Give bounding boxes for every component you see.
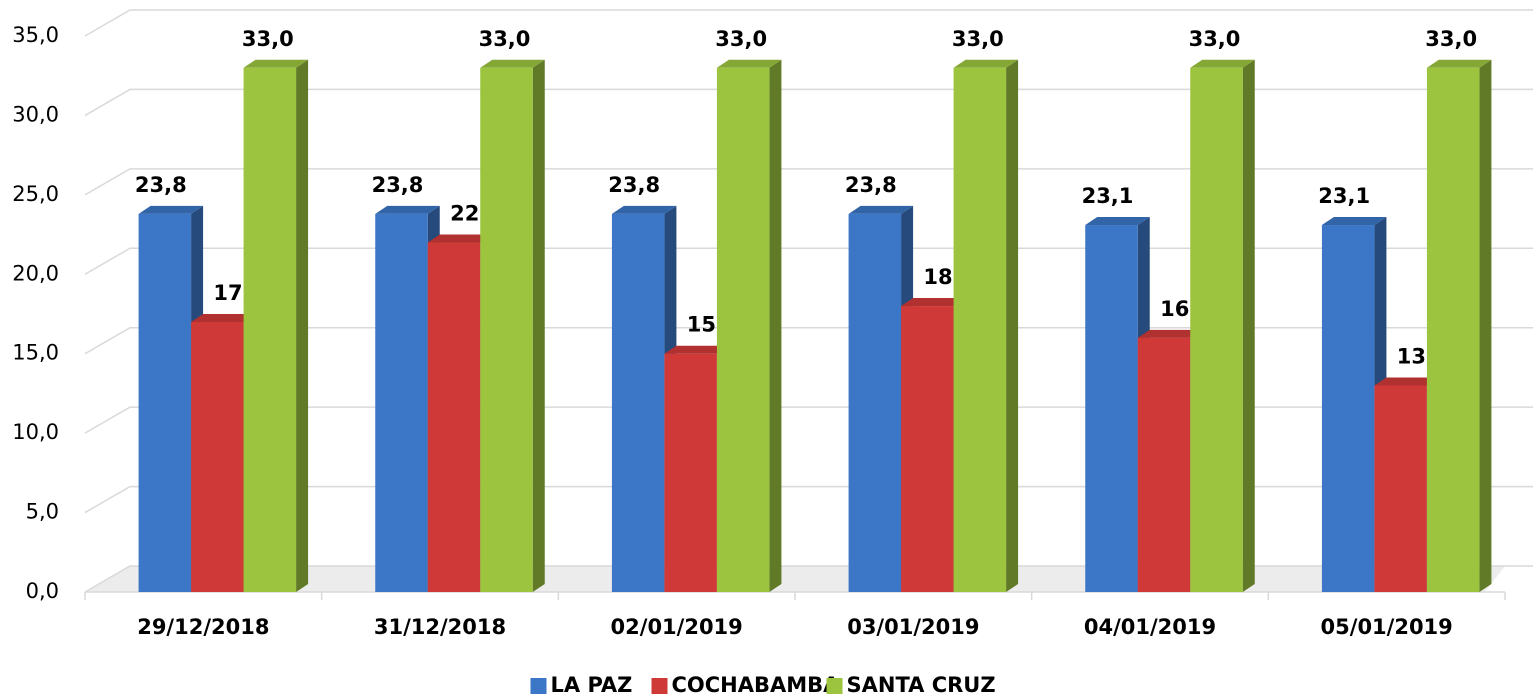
data-label: 23,8	[845, 173, 897, 197]
bar-top	[191, 313, 256, 322]
bar	[375, 213, 428, 593]
data-label: 23,1	[1318, 184, 1370, 208]
bar-top	[375, 205, 440, 214]
x-tick-label: 31/12/2018	[374, 615, 506, 639]
grid-line	[84, 88, 1533, 117]
bar	[716, 67, 770, 593]
y-tick-label: 35,0	[12, 23, 59, 47]
x-tick-label: 29/12/2018	[137, 615, 269, 639]
x-tick-label: 05/01/2019	[1321, 615, 1453, 639]
bar-top	[243, 59, 309, 68]
bar-side	[296, 59, 309, 593]
data-label: 23,1	[1082, 184, 1134, 208]
bar	[901, 306, 954, 592]
grid-line	[84, 326, 1533, 355]
grid-line	[84, 565, 1533, 593]
bar-top	[1374, 377, 1439, 386]
data-label: 23,8	[608, 173, 660, 197]
data-label: 33,0	[1425, 27, 1477, 51]
y-tick-label: 10,0	[12, 420, 59, 444]
bar	[427, 242, 481, 592]
x-tick-label: 02/01/2019	[611, 615, 743, 639]
bar-top	[901, 298, 966, 307]
bar-side	[1479, 59, 1492, 593]
bar	[611, 213, 665, 593]
legend-label: COCHABAMBA	[672, 673, 841, 697]
y-tick-label: 15,0	[12, 341, 59, 365]
bar	[1374, 385, 1427, 592]
bar	[1190, 67, 1243, 593]
bar-top	[611, 205, 677, 214]
legend-label: SANTA CRUZ	[847, 673, 996, 697]
bar	[138, 213, 192, 593]
grid-line	[84, 9, 1533, 37]
data-label: 33,0	[952, 27, 1004, 51]
legend-label: LA PAZ	[551, 673, 633, 697]
y-tick-label: 25,0	[12, 182, 59, 206]
legend-swatch	[826, 678, 843, 694]
grid-line	[84, 247, 1533, 275]
x-tick-label: 03/01/2019	[847, 615, 979, 639]
bar	[953, 67, 1007, 593]
y-tick-label: 30,0	[12, 102, 59, 126]
bar-top	[716, 59, 782, 68]
y-tick-label: 0,0	[26, 579, 59, 603]
bar	[1085, 225, 1138, 593]
bar-top	[480, 59, 545, 68]
bar	[1426, 67, 1480, 593]
bar-top	[1426, 59, 1492, 68]
y-tick-label: 20,0	[12, 261, 59, 285]
bar-side	[532, 59, 545, 593]
bar	[664, 353, 717, 592]
bar-side	[1242, 59, 1255, 593]
bar-side	[1006, 59, 1019, 593]
bar	[1137, 337, 1191, 592]
bar-side	[769, 59, 782, 593]
bar-top	[848, 205, 914, 214]
bar-top	[953, 59, 1019, 68]
bar-top	[427, 234, 493, 243]
grid-line	[84, 406, 1533, 434]
bar-top	[1137, 329, 1203, 338]
bar-top	[1190, 59, 1255, 68]
bar-top	[138, 205, 204, 214]
x-tick-label: 04/01/2019	[1084, 615, 1216, 639]
bar	[848, 213, 902, 593]
grid-line	[84, 485, 1533, 514]
data-label: 23,8	[135, 173, 187, 197]
bar	[191, 321, 244, 592]
data-label: 33,0	[715, 27, 767, 51]
data-label: 33,0	[242, 27, 294, 51]
data-label: 33,0	[1189, 27, 1241, 51]
bar	[243, 67, 297, 593]
data-label: 23,8	[372, 173, 424, 197]
bar-top	[1085, 217, 1150, 226]
y-tick-label: 5,0	[26, 500, 59, 524]
legend-swatch	[651, 678, 668, 694]
legend-swatch	[530, 678, 547, 694]
bar-top	[1321, 217, 1387, 226]
data-label: 33,0	[479, 27, 531, 51]
bar-top	[664, 345, 729, 354]
bar	[480, 67, 533, 593]
grid-line	[84, 168, 1533, 196]
bar	[1321, 225, 1375, 593]
